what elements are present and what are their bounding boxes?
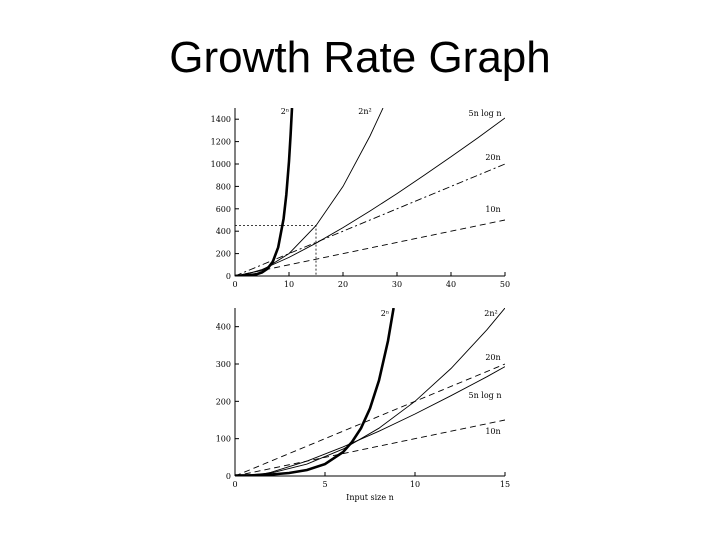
series-label: 10n — [485, 205, 500, 214]
series-label: 20n — [485, 153, 500, 162]
x-tick-label: 10 — [410, 480, 420, 489]
series-line — [235, 219, 505, 276]
y-tick-label: 200 — [216, 250, 231, 259]
x-tick-label: 30 — [392, 280, 402, 289]
y-tick-label: 400 — [216, 323, 231, 332]
y-tick-label: 400 — [216, 227, 231, 236]
x-tick-label: 10 — [284, 280, 294, 289]
y-tick-label: 200 — [216, 397, 231, 406]
series-label: 20n — [485, 353, 500, 362]
x-tick-label: 50 — [500, 280, 510, 289]
series-line — [235, 163, 505, 276]
series-label: 5n log n — [469, 109, 502, 118]
y-tick-label: 100 — [216, 435, 231, 444]
x-tick-label: 0 — [232, 480, 237, 489]
x-tick-label: 40 — [446, 280, 456, 289]
series-line — [235, 419, 505, 476]
y-tick-label: 1400 — [211, 115, 231, 124]
series-line — [235, 308, 395, 476]
series-line — [240, 117, 505, 276]
series-line — [235, 108, 384, 276]
y-tick-label: 800 — [216, 182, 231, 191]
series-line — [235, 108, 294, 276]
x-tick-label: 0 — [232, 280, 237, 289]
series-label: 2ⁿ — [281, 107, 290, 116]
chart-growth-0-50: 0 10 20 30 40 50 0 200 400 600 800 1000 1200 1400 2ⁿ 2n… — [211, 107, 510, 289]
x-tick-label: 20 — [338, 280, 348, 289]
x-tick-label: 15 — [500, 480, 510, 489]
series-label: 10n — [485, 427, 500, 436]
x-tick-label: 5 — [322, 480, 327, 489]
series-label: 2ⁿ — [381, 309, 390, 318]
y-tick-label: 1200 — [211, 138, 231, 147]
y-tick-label: 1000 — [211, 160, 231, 169]
series-line — [235, 363, 505, 476]
series-label: 2n² — [484, 309, 497, 318]
x-axis-label: Input size n — [346, 493, 394, 502]
chart-growth-0-15: 0 5 10 15 0 100 200 300 400 2ⁿ 2n² 20n 5n log n 10n In… — [216, 308, 510, 502]
y-tick-label: 600 — [216, 205, 231, 214]
slide-title: Growth Rate Graph — [169, 33, 551, 82]
series-label: 2n² — [358, 107, 371, 116]
zoom-region-box — [234, 225, 317, 277]
series-label: 5n log n — [469, 391, 502, 400]
y-tick-label: 300 — [216, 360, 231, 369]
series-line — [252, 366, 505, 476]
series-line — [235, 308, 505, 476]
y-tick-label: 0 — [226, 272, 231, 281]
y-tick-label: 0 — [226, 472, 231, 481]
